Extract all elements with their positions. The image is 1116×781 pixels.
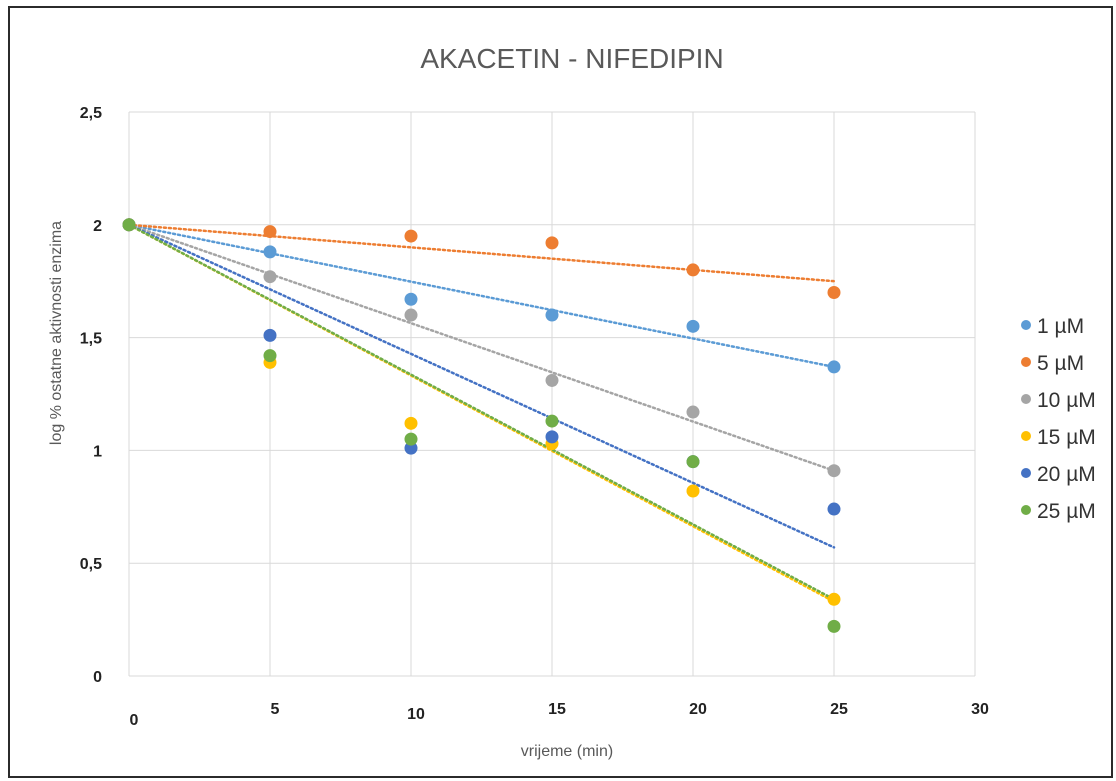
chart-frame: AKACETIN - NIFEDIPIN 0 0,5 1 1,5 2 2,5 0 5 10 15 2… [8,6,1113,778]
data-points [122,218,841,633]
y-tick-label: 2,5 [80,105,102,122]
data-point [404,308,418,322]
x-tick-label: 20 [689,701,707,718]
data-point [404,441,418,455]
x-tick-label: 15 [548,701,566,718]
data-point [263,225,277,239]
legend-label: 5 µM [1037,352,1084,375]
x-tick-label: 0 [130,712,139,729]
data-point [827,360,841,374]
trendlines [127,223,836,603]
data-point [545,308,559,322]
legend-marker [1021,320,1031,330]
x-tick-label: 30 [971,701,989,718]
y-tick-label: 0 [93,669,102,686]
x-tick-label: 10 [407,706,425,723]
x-tick-label: 25 [830,701,848,718]
y-tick-label: 1,5 [80,331,102,348]
data-point [686,455,700,469]
legend-marker [1021,357,1031,367]
data-point [686,484,700,498]
legend-marker [1021,394,1031,404]
legend-label: 10 µM [1037,389,1096,412]
data-point [122,218,136,232]
trendline-10-µM [127,223,836,472]
x-axis-label: vrijeme (min) [521,743,613,760]
legend-marker [1021,431,1031,441]
data-point [545,414,559,428]
trendline-20-µM [127,223,836,549]
data-point [545,373,559,387]
data-point [263,349,277,363]
legend-label: 1 µM [1037,315,1084,338]
legend-label: 25 µM [1037,500,1096,523]
data-point [263,245,277,259]
y-tick-label: 2 [93,218,102,235]
y-tick-label: 0,5 [80,556,102,573]
legend-marker [1021,468,1031,478]
data-point [686,405,700,419]
trendline-1-µM [127,223,836,369]
grid-layer [128,111,976,677]
data-point [263,270,277,284]
legend-label: 15 µM [1037,426,1096,449]
legend-marker [1021,505,1031,515]
data-point [263,328,277,342]
trendline-25-µM [127,223,836,601]
legend-label: 20 µM [1037,463,1096,486]
trendline-5-µM [127,223,836,283]
data-point [404,292,418,306]
y-tick-label: 1 [93,443,102,460]
data-point [827,592,841,606]
data-point [827,285,841,299]
data-point [686,263,700,277]
data-point [827,502,841,516]
data-point [404,229,418,243]
scatter-chart: AKACETIN - NIFEDIPIN 0 0,5 1 1,5 2 2,5 0 5 10 15 2… [48,43,1096,760]
chart-title: AKACETIN - NIFEDIPIN [420,43,723,74]
data-point [545,236,559,250]
data-point [827,619,841,633]
y-axis-label: log % ostatne aktivnosti enzima [48,221,65,445]
data-point [827,464,841,478]
data-point [545,430,559,444]
data-point [404,416,418,430]
tick-labels: 0 0,5 1 1,5 2 2,5 0 5 10 15 20 25 30 [80,105,989,729]
data-point [686,319,700,333]
data-point [404,432,418,446]
x-tick-label: 5 [271,701,280,718]
legend: 1 µM 5 µM 10 µM 15 µM 20 µM 25 µM [1021,315,1096,523]
